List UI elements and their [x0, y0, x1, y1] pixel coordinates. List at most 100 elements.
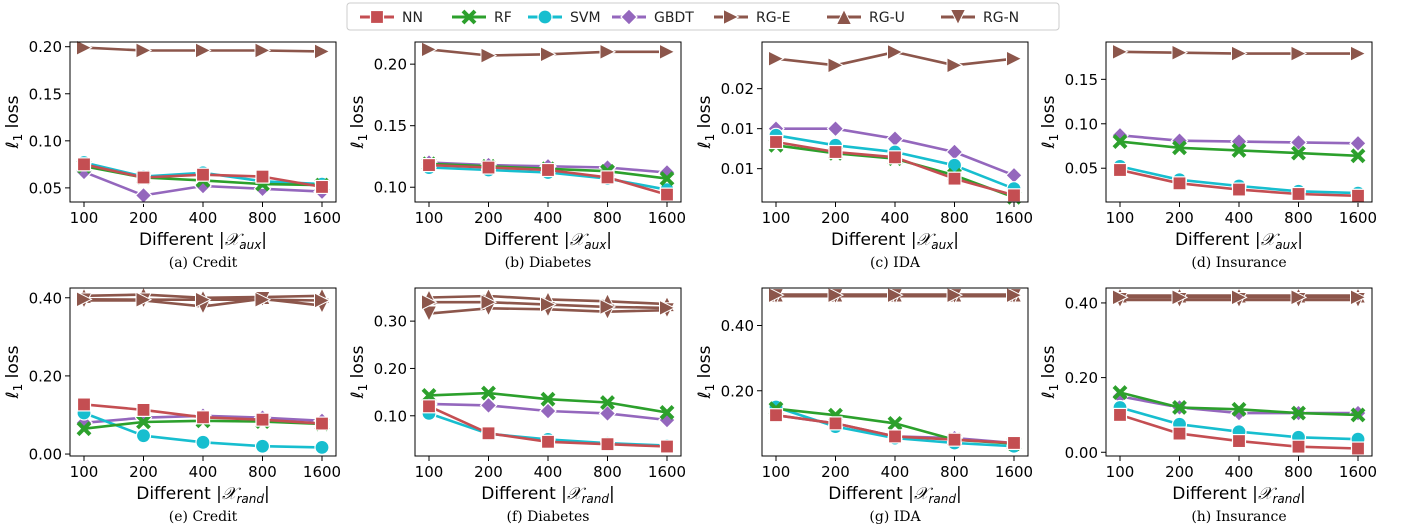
data-point-nn: [195, 410, 211, 425]
data-point-rg-e: [659, 43, 676, 61]
data-point-nn: [600, 437, 615, 452]
legend-label: GBDT: [654, 10, 694, 26]
y-axis-label: ℓ1 loss: [3, 95, 25, 149]
data-point-nn: [947, 171, 962, 186]
x-tick-label: 100: [762, 463, 791, 481]
x-tick-label: 800: [593, 463, 622, 481]
data-point-rg-e: [135, 291, 153, 309]
plot-frame: [414, 41, 682, 203]
data-point-nn: [255, 169, 270, 184]
x-tick-label: 200: [474, 463, 503, 481]
x-tick-label: 800: [248, 463, 277, 481]
plot-frame: [1105, 287, 1373, 457]
data-point-svm: [314, 439, 330, 456]
data-point-rf: [1350, 148, 1366, 164]
data-point-nn: [887, 429, 903, 444]
data-point-nn: [1231, 433, 1247, 449]
panel-caption: (b) Diabetes: [505, 255, 592, 271]
data-point-nn: [76, 397, 92, 412]
legend-marker-circle: [537, 9, 553, 25]
y-axis-label: ℓ1 loss: [695, 95, 717, 149]
x-axis-label: Different |𝒳aux|: [1175, 230, 1303, 252]
data-point-rg-e: [946, 57, 964, 74]
data-point-rg-e: [421, 41, 438, 58]
x-tick-label: 400: [534, 209, 563, 227]
series-rg-e: [421, 41, 676, 64]
data-point-rf: [1231, 401, 1247, 417]
data-point-rg-e: [827, 286, 845, 304]
data-point-nn: [540, 162, 556, 178]
series-rg-e: [1112, 43, 1367, 62]
y-axis-label: ℓ1 loss: [348, 345, 370, 399]
legend-marker-triangle-right: [723, 8, 740, 26]
data-point-nn: [136, 170, 151, 185]
x-tick-label: 200: [1165, 463, 1194, 481]
data-point-nn: [1172, 176, 1187, 191]
legend-label: RG-E: [756, 10, 790, 26]
series-rg-e: [76, 39, 331, 60]
y-tick-label: 0.15: [29, 85, 62, 103]
x-tick-label: 1600: [648, 209, 686, 227]
plot-frame: [761, 287, 1029, 457]
data-point-rg-e: [1112, 43, 1129, 61]
x-tick-label: 800: [1284, 463, 1313, 481]
legend: NN RF SVM GBDT RG-E RG-U RG-N: [346, 2, 1060, 31]
data-point-rg-e: [946, 286, 964, 304]
data-point-rg-e: [540, 296, 557, 313]
data-point-gbdt: [134, 186, 153, 205]
data-point-rf: [76, 421, 92, 437]
data-point-nn: [768, 408, 784, 423]
data-point-svm: [195, 434, 211, 450]
data-point-rg-e: [1290, 45, 1308, 62]
plot-frame: [761, 41, 1029, 203]
x-tick-label: 200: [474, 209, 503, 227]
x-tick-label: 1600: [1339, 209, 1377, 227]
y-tick-label: 0.15: [1065, 71, 1098, 89]
y-axis-label: ℓ1 loss: [1039, 345, 1061, 399]
panel-caption: (c) IDA: [870, 255, 921, 271]
series-rg-e: [421, 293, 676, 317]
data-point-nn: [76, 157, 92, 172]
x-tick-label: 800: [940, 209, 969, 227]
data-point-nn: [1112, 407, 1128, 423]
data-point-rg-e: [1006, 50, 1023, 67]
data-point-rg-e: [195, 42, 212, 59]
x-tick-label: 800: [940, 463, 969, 481]
data-point-nn: [828, 416, 843, 431]
y-axis-label: ℓ1 loss: [1039, 95, 1061, 149]
data-point-nn: [1350, 441, 1366, 456]
chart-panel-8: 0.00 0.20 0.40 100 200 400 800 1600 ℓ1 loss Diffe…: [1039, 286, 1377, 525]
data-point-rg-e: [195, 291, 212, 309]
x-axis-label: Different |𝒳rand|: [828, 484, 962, 506]
y-tick-label: 0.10: [374, 407, 407, 425]
panel-caption: (a) Credit: [169, 255, 238, 271]
y-axis-label: ℓ1 loss: [695, 345, 717, 399]
data-point-rf: [1112, 385, 1128, 400]
legend-item-rg-n: RG-N: [941, 9, 1019, 26]
data-point-nn: [255, 412, 270, 427]
data-point-nn: [1291, 439, 1306, 454]
chart-panel-3: 0.01 0.01 0.02 100 200 400 800 1600 ℓ1 loss Diffe…: [695, 41, 1033, 271]
data-point-rg-e: [254, 291, 272, 309]
data-point-rg-e: [76, 291, 93, 308]
legend-label: RF: [494, 10, 512, 26]
data-point-rf: [1291, 405, 1306, 421]
data-point-rg-e: [135, 42, 153, 59]
chart-panels: 0.05 0.10 0.15 0.20 100 200 400 800 1600 ℓ1 loss D…: [3, 38, 1377, 525]
data-point-rg-e: [768, 286, 785, 304]
data-point-nn: [947, 432, 962, 447]
data-point-nn: [314, 416, 330, 431]
data-point-nn: [314, 179, 330, 195]
data-point-rf: [540, 391, 556, 407]
data-point-svm: [254, 438, 271, 454]
x-tick-label: 100: [415, 463, 444, 481]
data-point-rg-e: [1350, 289, 1367, 306]
y-tick-label: 0.20: [1065, 369, 1098, 387]
series-nn: [1112, 162, 1366, 203]
data-point-rf: [600, 395, 615, 410]
legend-label: NN: [402, 10, 423, 26]
y-tick-label: 0.05: [29, 179, 62, 197]
x-tick-label: 200: [129, 463, 158, 481]
data-point-nn: [1172, 426, 1187, 441]
